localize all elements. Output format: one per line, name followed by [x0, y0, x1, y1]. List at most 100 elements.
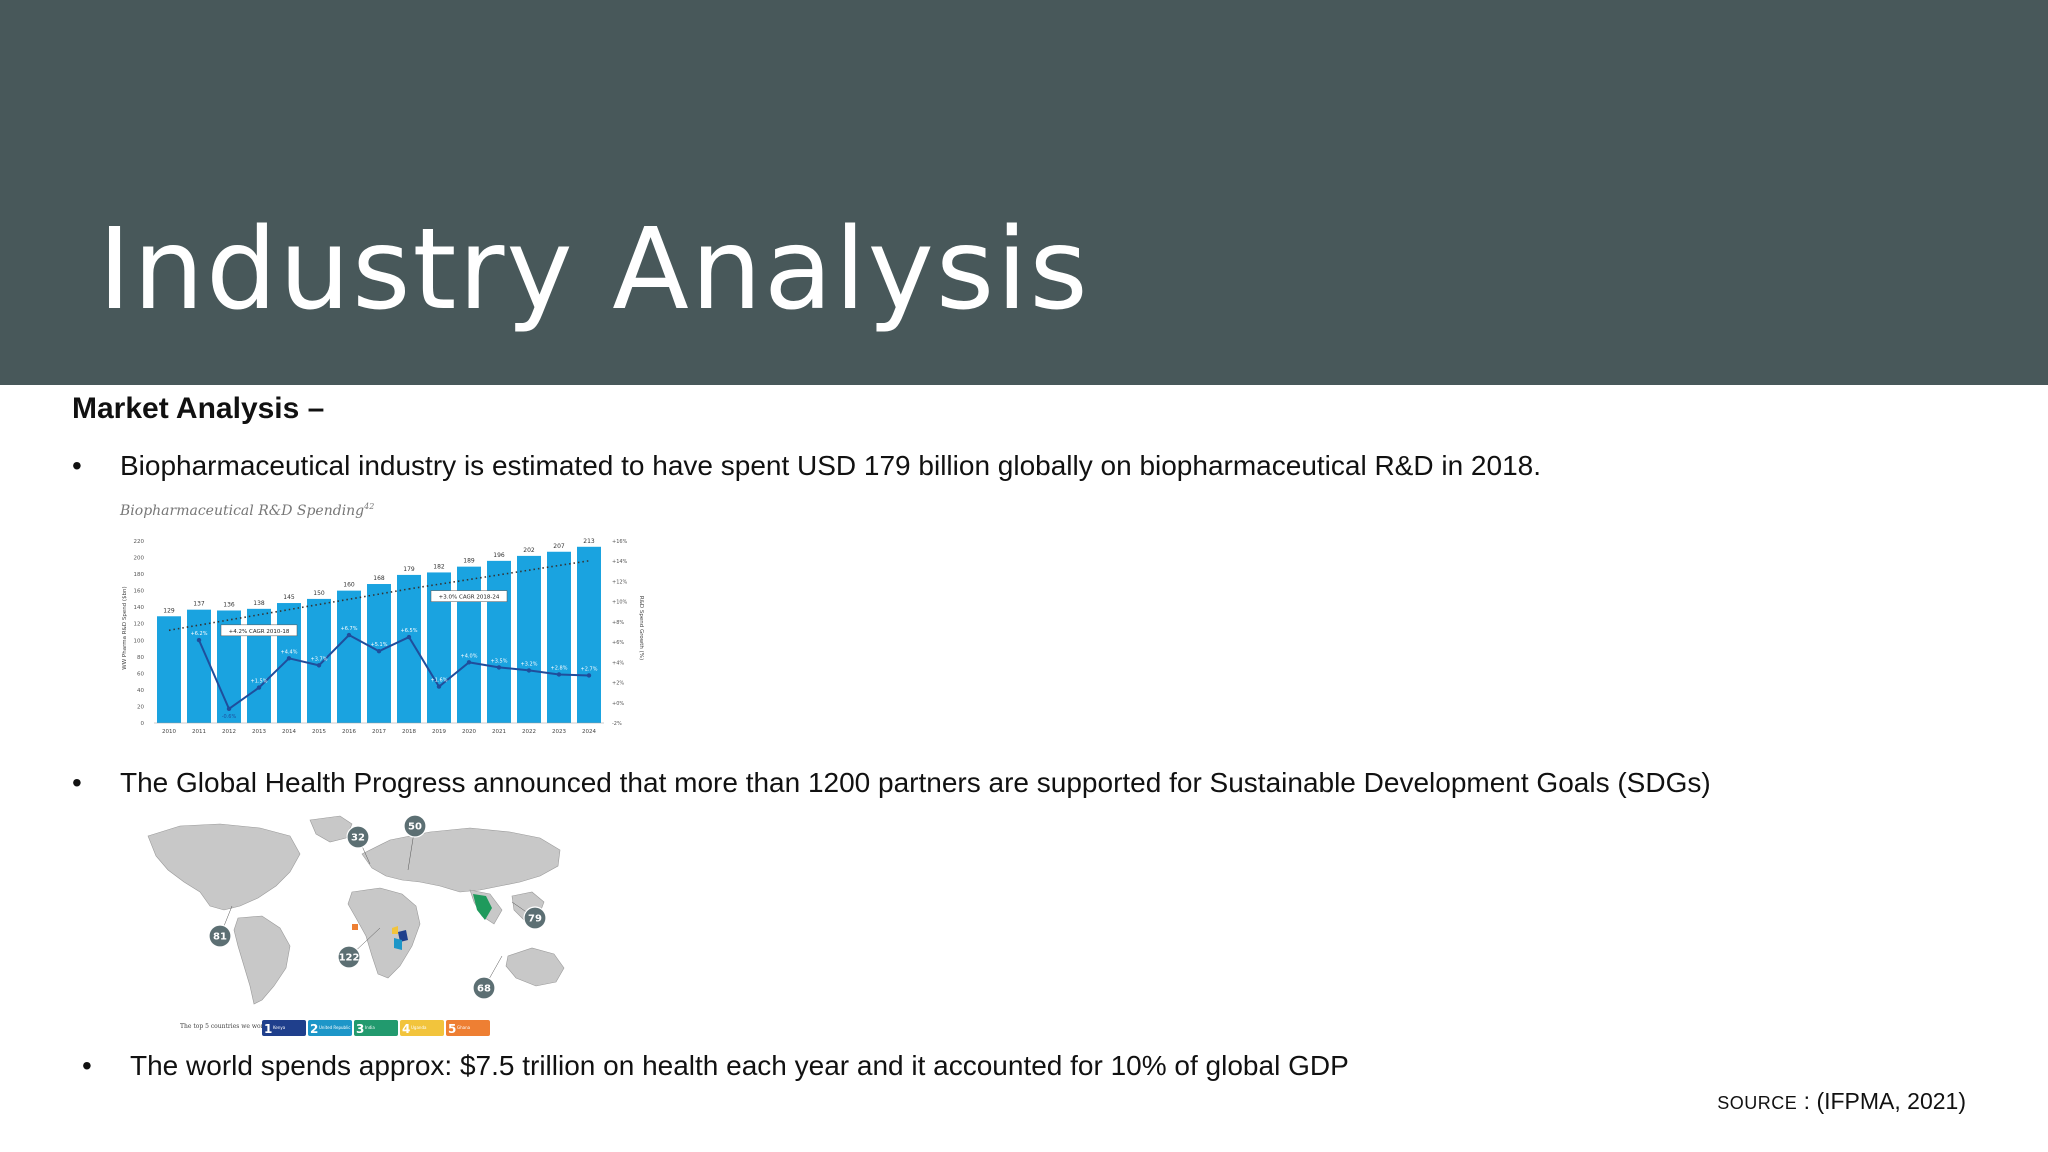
- country-name: Uganda: [411, 1025, 427, 1030]
- chart-title: Biopharmaceutical R&D Spending42: [119, 502, 374, 519]
- growth-point: [256, 685, 262, 690]
- bar-value-label: 150: [313, 590, 325, 597]
- growth-value-label: +5.1%: [371, 642, 388, 648]
- country-rank: 2: [310, 1022, 318, 1036]
- y-tick-label: 180: [134, 572, 145, 578]
- growth-point: [226, 706, 232, 712]
- growth-point: [436, 684, 442, 689]
- growth-point: [376, 649, 382, 654]
- cagr-annotation-2010-18: +4.2% CAGR 2010-18: [229, 629, 290, 635]
- bar-value-label: 179: [403, 566, 415, 573]
- bar-value-label: 189: [463, 558, 475, 565]
- y2-tick-label: +12%: [612, 579, 628, 585]
- bullet-item: • Biopharmaceutical industry is estimate…: [72, 450, 1541, 482]
- y-tick-label: 20: [137, 704, 144, 710]
- program-count-value: 68: [477, 984, 491, 995]
- uganda-highlight: [392, 926, 398, 934]
- program-count-badge: [208, 924, 232, 948]
- bar-value-label: 196: [493, 552, 505, 559]
- y-tick-label: 160: [134, 589, 145, 595]
- bar: [157, 616, 181, 723]
- map-footer-label: The top 5 countries we work in are...: [180, 1023, 293, 1030]
- growth-point: [196, 637, 202, 643]
- bullet-marker: •: [72, 450, 82, 481]
- growth-value-label: +3.2%: [521, 661, 538, 667]
- growth-value-label: +3.7%: [311, 656, 328, 662]
- bullet-item: • The world spends approx: $7.5 trillion…: [82, 1050, 1349, 1082]
- bullet-marker: •: [72, 767, 82, 798]
- program-count-badge: [337, 945, 361, 969]
- x-tick-label: 2012: [222, 729, 236, 735]
- x-tick-label: 2017: [372, 729, 386, 735]
- x-tick-label: 2010: [162, 729, 176, 735]
- bar-value-label: 145: [283, 594, 295, 601]
- y-tick-label: 200: [134, 556, 145, 562]
- growth-line: [198, 633, 590, 711]
- x-tick-label: 2014: [282, 729, 296, 735]
- country-legend-swatch: [354, 1020, 398, 1036]
- growth-point: [466, 660, 472, 665]
- country-legend-swatch: [308, 1020, 352, 1036]
- growth-value-label: +1.5%: [251, 679, 268, 685]
- program-count-badge: [403, 814, 427, 838]
- bar: [397, 574, 421, 723]
- bar-value-label: 168: [373, 575, 385, 582]
- cagr-annotation-box: [430, 590, 508, 602]
- cagr-annotation-2018-24: +3.0% CAGR 2018-24: [439, 595, 500, 601]
- x-tick-label: 2023: [552, 729, 566, 735]
- country-legend-swatch: [400, 1020, 444, 1036]
- growth-point: [526, 668, 532, 673]
- growth-value-label: +4.4%: [281, 649, 298, 655]
- bar-value-label: 137: [193, 601, 205, 608]
- y-tick-label: 140: [134, 605, 145, 611]
- bar: [457, 566, 481, 723]
- y2-tick-label: +10%: [612, 600, 628, 606]
- country-name: Kenya: [273, 1025, 286, 1030]
- bar-value-label: 207: [553, 543, 565, 550]
- y-tick-label: 0: [141, 721, 145, 727]
- source-reference: : (IFPMA, 2021): [1797, 1088, 1966, 1114]
- growth-point: [316, 663, 322, 668]
- source-label: Source: [1717, 1093, 1798, 1113]
- bar: [487, 560, 511, 723]
- x-tick-label: 2024: [582, 729, 596, 735]
- bar-value-label: 129: [163, 607, 175, 614]
- y-tick-label: 40: [137, 688, 144, 694]
- slide-title: Industry Analysis: [98, 205, 1090, 335]
- country-rank: 5: [448, 1022, 456, 1036]
- y-tick-label: 80: [137, 655, 144, 661]
- growth-point: [346, 632, 352, 638]
- growth-point: [496, 665, 502, 670]
- bar: [547, 551, 571, 723]
- country-legend-swatch: [446, 1020, 490, 1036]
- program-count-badge: [472, 976, 496, 1000]
- bar: [577, 546, 601, 723]
- bullet-text: Biopharmaceutical industry is estimated …: [120, 450, 1541, 481]
- x-tick-label: 2013: [252, 729, 266, 735]
- x-tick-label: 2016: [342, 729, 356, 735]
- bar: [307, 598, 331, 723]
- y2-tick-label: -2%: [612, 721, 622, 727]
- x-tick-label: 2019: [432, 729, 446, 735]
- y2-tick-label: +16%: [612, 539, 628, 545]
- growth-point: [406, 634, 412, 640]
- bullet-item: • The Global Health Progress announced t…: [72, 767, 1711, 799]
- program-count-value: 79: [528, 914, 542, 925]
- india-highlight: [473, 894, 492, 920]
- growth-value-label: +6.5%: [401, 628, 418, 634]
- x-tick-label: 2015: [312, 729, 326, 735]
- y-tick-label: 120: [134, 622, 145, 628]
- program-count-value: 32: [351, 833, 365, 844]
- tanzania-highlight: [394, 938, 402, 950]
- growth-point: [586, 673, 592, 678]
- growth-value-label: +6.2%: [191, 631, 208, 637]
- y2-tick-label: +0%: [612, 701, 624, 707]
- cagr-trend-line-2010-18: [168, 588, 410, 632]
- world-landmass: [147, 815, 565, 1005]
- program-count-badge: [523, 906, 547, 930]
- cagr-annotation-box: [220, 624, 298, 637]
- x-tick-label: 2021: [492, 729, 506, 735]
- y2-tick-label: +2%: [612, 681, 624, 687]
- y2-tick-label: +8%: [612, 620, 624, 626]
